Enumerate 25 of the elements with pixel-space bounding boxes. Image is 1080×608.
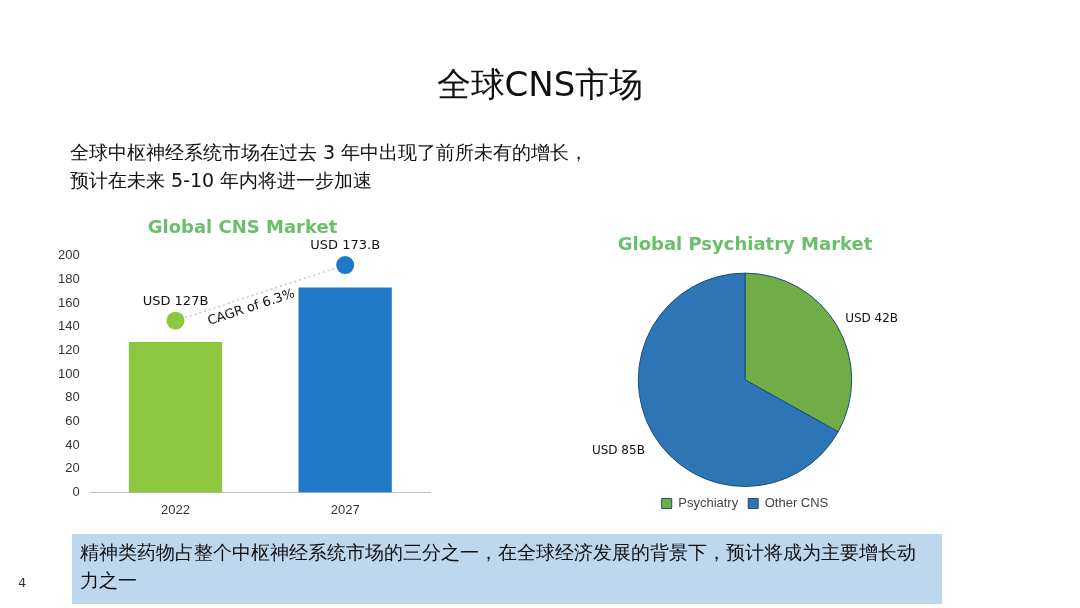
y-tick-label: 180: [57, 270, 80, 286]
data-label: USD 42B: [845, 311, 899, 326]
y-tick-label: 40: [65, 436, 80, 452]
x-tick-label: 2022: [161, 501, 190, 517]
y-tick-label: 120: [57, 341, 80, 357]
y-tick-label: 80: [65, 389, 80, 405]
y-tick-label: 20: [65, 460, 80, 476]
text: 全球中枢神经系统市场在过去 3 年中出现了前所未有的增长，预计在未来 5-10 年内将进一步加速: [70, 140, 590, 193]
data-label: USD 127B: [142, 292, 209, 308]
x-tick-label: 2027: [330, 501, 360, 517]
y-tick-label: 140: [57, 318, 80, 334]
y-tick-label: 200: [57, 247, 80, 263]
chart-title: Global Psychiatry Market: [617, 233, 873, 255]
y-tick-label: 0: [72, 483, 80, 499]
text: 全球CNS市场: [435, 63, 645, 106]
y-tick-label: 100: [57, 365, 80, 381]
text: 精神类药物占整个中枢神经系统市场的三分之一，在全球经济发展的背景下，预计将成为主要增长动力之一: [72, 534, 942, 604]
chart-title: Global CNS Market: [147, 216, 338, 238]
legend-label: Psychiatry: [678, 495, 739, 511]
legend-label: Other CNS: [764, 495, 829, 511]
data-label: USD 173.B: [310, 237, 381, 253]
text: 4: [18, 575, 27, 590]
y-tick-label: 160: [57, 294, 80, 310]
data-label: USD 85B: [591, 442, 645, 457]
y-tick-label: 60: [65, 412, 80, 428]
